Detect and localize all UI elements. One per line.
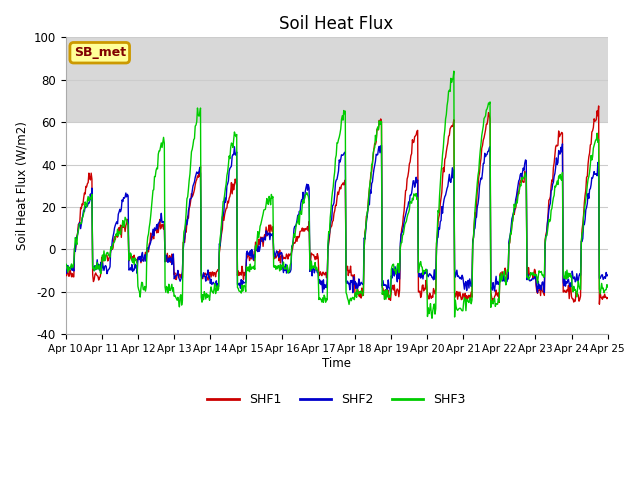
SHF3	[428, 315, 436, 321]
SHF3	[182, 209, 190, 215]
Text: SB_met: SB_met	[74, 46, 126, 59]
SHF2	[182, 217, 190, 223]
SHF1	[596, 301, 604, 307]
Y-axis label: Soil Heat Flux (W/m2): Soil Heat Flux (W/m2)	[15, 121, 28, 250]
SHF2	[72, 248, 79, 254]
SHF3	[127, 251, 135, 257]
SHF3	[419, 264, 426, 270]
SHF3	[403, 218, 410, 224]
SHF2	[61, 264, 69, 270]
SHF1	[211, 270, 219, 276]
SHF2	[127, 267, 135, 273]
Legend: SHF1, SHF2, SHF3: SHF1, SHF2, SHF3	[202, 388, 471, 411]
X-axis label: Time: Time	[322, 357, 351, 370]
SHF1	[419, 283, 426, 288]
SHF3	[604, 284, 612, 290]
SHF1	[604, 295, 612, 300]
Line: SHF3: SHF3	[65, 71, 608, 318]
SHF1	[61, 271, 69, 276]
SHF1	[182, 229, 190, 235]
SHF2	[349, 290, 356, 296]
SHF1	[595, 103, 602, 109]
Line: SHF1: SHF1	[65, 106, 608, 304]
SHF2	[559, 141, 566, 147]
SHF2	[211, 283, 219, 288]
Line: SHF2: SHF2	[65, 144, 608, 293]
SHF1	[403, 187, 410, 193]
SHF2	[403, 205, 411, 211]
SHF2	[604, 272, 612, 278]
SHF3	[72, 235, 79, 240]
SHF3	[211, 281, 219, 287]
SHF3	[61, 263, 69, 269]
SHF3	[450, 68, 458, 74]
Title: Soil Heat Flux: Soil Heat Flux	[280, 15, 394, 33]
Bar	[65, 37, 608, 122]
SHF2	[419, 276, 427, 282]
SHF1	[72, 248, 79, 253]
SHF1	[127, 254, 135, 260]
